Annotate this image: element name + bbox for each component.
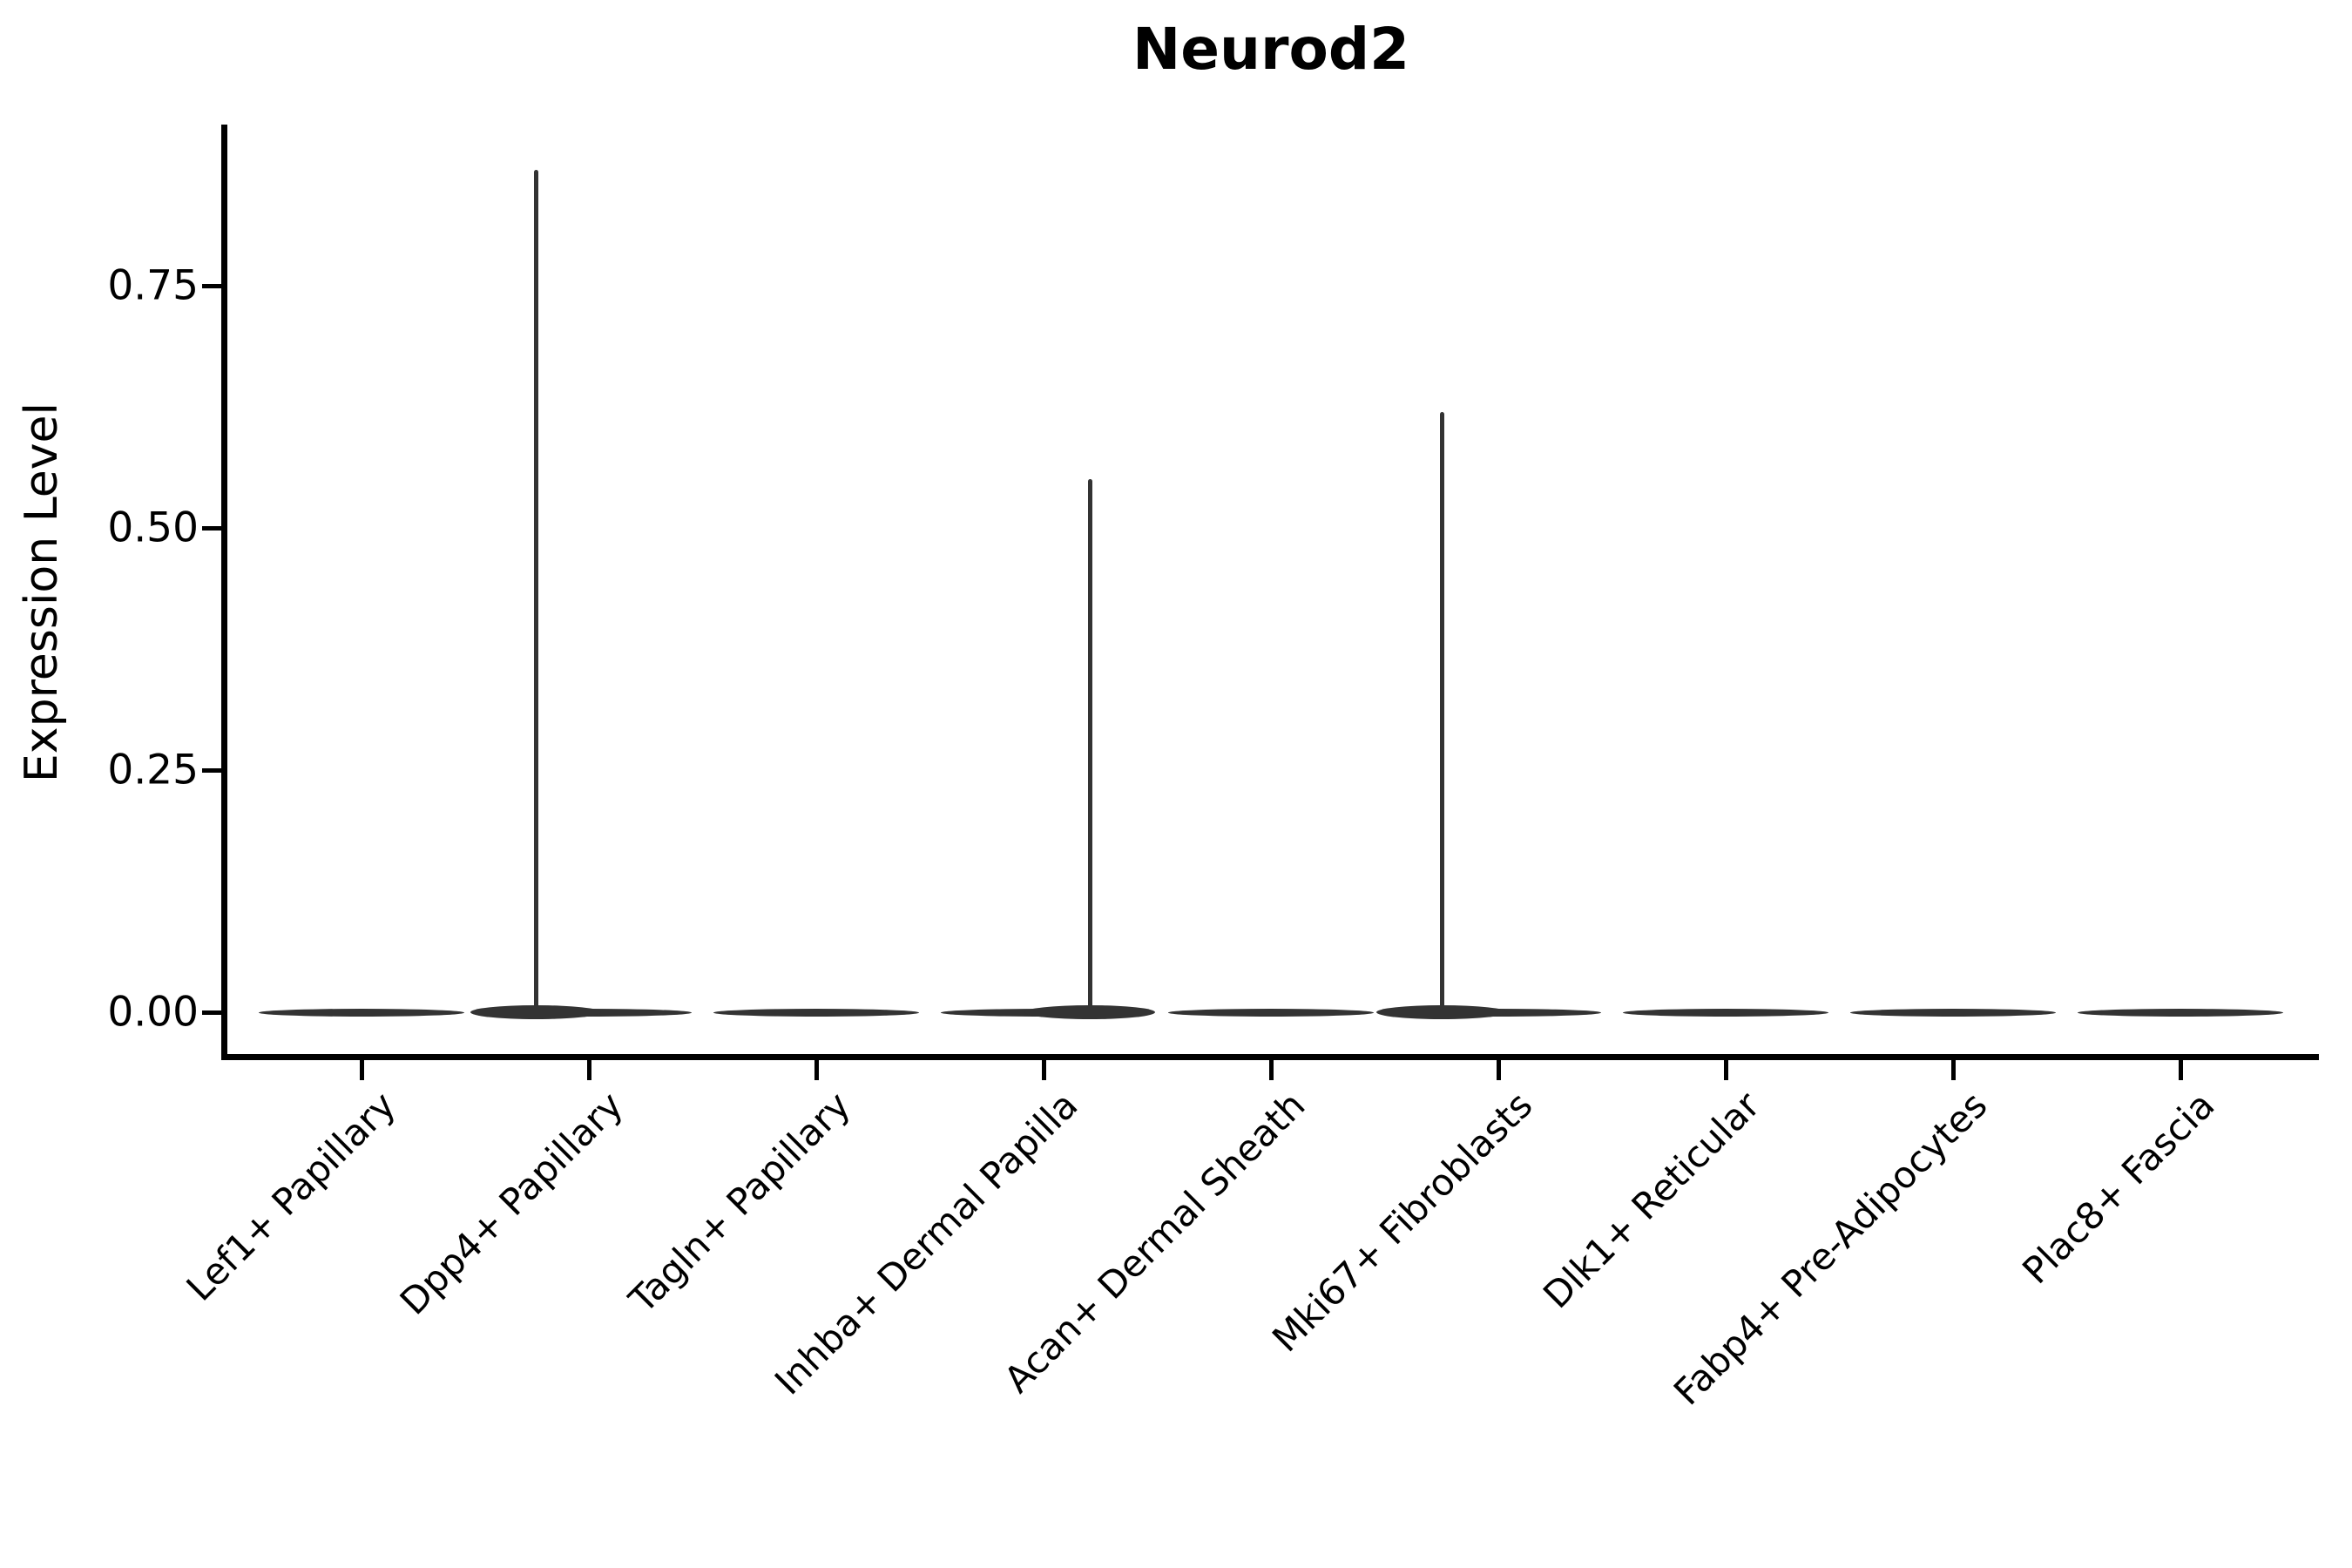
x-axis-spine xyxy=(221,1054,2319,1060)
x-tick-label: Mki67+ Fibroblasts xyxy=(1264,1083,1541,1361)
x-tick xyxy=(1042,1058,1046,1080)
x-tick-label: Lef1+ Papillary xyxy=(178,1083,404,1309)
y-tick xyxy=(202,1010,225,1015)
violin-body xyxy=(713,1009,919,1017)
x-tick xyxy=(814,1058,819,1080)
x-tick xyxy=(2179,1058,2183,1080)
violin-bulge xyxy=(1376,1005,1507,1019)
y-tick xyxy=(202,526,225,531)
violin-body xyxy=(259,1009,464,1017)
chart-title: Neurod2 xyxy=(1132,16,1410,83)
x-tick xyxy=(360,1058,364,1080)
violin-body xyxy=(1623,1009,1828,1017)
violin-body xyxy=(2078,1009,2283,1017)
y-tick-label: 0.00 xyxy=(107,988,199,1037)
x-tick xyxy=(1951,1058,1956,1080)
y-tick-label: 0.50 xyxy=(107,504,199,552)
y-tick-label: 0.25 xyxy=(107,746,199,794)
y-tick xyxy=(202,284,225,288)
y-tick xyxy=(202,768,225,773)
violin-spike xyxy=(1088,479,1092,1012)
violin-bulge xyxy=(470,1005,601,1019)
x-tick-label: Dpp4+ Papillary xyxy=(391,1083,632,1323)
x-tick-label: Dlk1+ Reticular xyxy=(1535,1083,1768,1317)
violin-body xyxy=(1850,1009,2056,1017)
x-tick xyxy=(587,1058,591,1080)
violin-spike xyxy=(1440,411,1444,1012)
x-tick-label: Plac8+ Fascia xyxy=(2014,1083,2223,1293)
x-tick xyxy=(1724,1058,1728,1080)
violin-body xyxy=(1168,1009,1374,1017)
x-tick-label: Tagln+ Papillary xyxy=(620,1083,859,1321)
violin-spike xyxy=(534,169,538,1012)
y-axis-label-container: Expression Level xyxy=(16,125,68,1060)
y-tick-label: 0.75 xyxy=(107,261,199,310)
y-axis-spine xyxy=(221,125,227,1060)
x-tick xyxy=(1269,1058,1274,1080)
x-tick xyxy=(1497,1058,1501,1080)
violin-bulge xyxy=(1024,1005,1155,1019)
y-axis-label: Expression Level xyxy=(16,402,68,783)
